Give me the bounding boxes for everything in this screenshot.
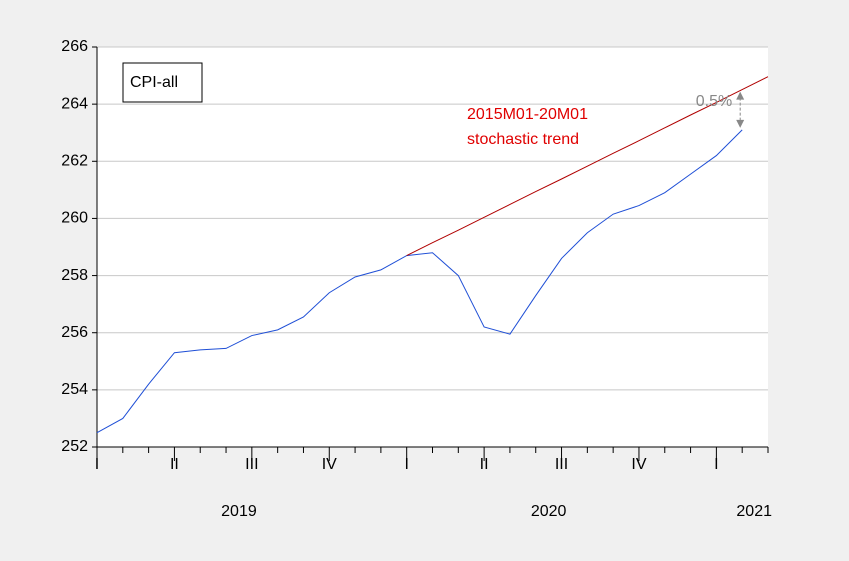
x-tick-label: IV <box>631 456 646 473</box>
y-tick-label: 266 <box>61 38 88 55</box>
x-tick-label: II <box>170 456 179 473</box>
x-tick-label: II <box>480 456 489 473</box>
arrow-head <box>736 91 745 100</box>
year-label: 2020 <box>531 503 567 520</box>
arrow-head <box>736 119 745 128</box>
series-line <box>96 129 743 434</box>
annotation: stochastic trend <box>467 131 579 148</box>
y-tick-label: 262 <box>61 153 88 170</box>
year-label: 2019 <box>221 503 257 520</box>
legend-box <box>122 62 203 103</box>
y-tick-label: 254 <box>61 381 88 398</box>
x-tick-label: I <box>714 456 718 473</box>
year-label: 2021 <box>736 503 772 520</box>
x-tick-label: I <box>95 456 99 473</box>
plot-area <box>97 47 768 447</box>
y-tick-label: 258 <box>61 267 88 284</box>
annotation: 0.5% <box>696 93 732 110</box>
x-tick-label: III <box>245 456 258 473</box>
x-tick-label: I <box>404 456 408 473</box>
y-tick-label: 252 <box>61 438 88 455</box>
legend-label: CPI-all <box>130 74 178 91</box>
y-tick-label: 256 <box>61 324 88 341</box>
y-tick-label: 264 <box>61 95 88 112</box>
x-tick-label: IV <box>322 456 337 473</box>
series-line <box>406 76 769 257</box>
annotation: 2015M01-20M01 <box>467 106 588 123</box>
y-tick-label: 260 <box>61 210 88 227</box>
x-tick-label: III <box>555 456 568 473</box>
